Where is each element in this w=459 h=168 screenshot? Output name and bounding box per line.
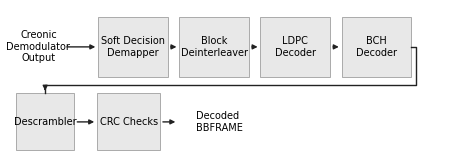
Text: Creonic
Demodulator
Output: Creonic Demodulator Output xyxy=(6,30,70,64)
FancyBboxPatch shape xyxy=(16,93,74,150)
Text: Decoded
BBFRAME: Decoded BBFRAME xyxy=(196,111,242,133)
Text: BCH
Decoder: BCH Decoder xyxy=(355,36,396,58)
Text: CRC Checks: CRC Checks xyxy=(99,117,157,127)
Text: Block
Deinterleaver: Block Deinterleaver xyxy=(180,36,247,58)
FancyBboxPatch shape xyxy=(179,17,249,77)
Text: LDPC
Decoder: LDPC Decoder xyxy=(274,36,315,58)
FancyBboxPatch shape xyxy=(260,17,330,77)
Text: Soft Decision
Demapper: Soft Decision Demapper xyxy=(101,36,165,58)
FancyBboxPatch shape xyxy=(341,17,410,77)
FancyBboxPatch shape xyxy=(98,17,168,77)
FancyBboxPatch shape xyxy=(97,93,160,150)
Text: Descrambler: Descrambler xyxy=(14,117,76,127)
